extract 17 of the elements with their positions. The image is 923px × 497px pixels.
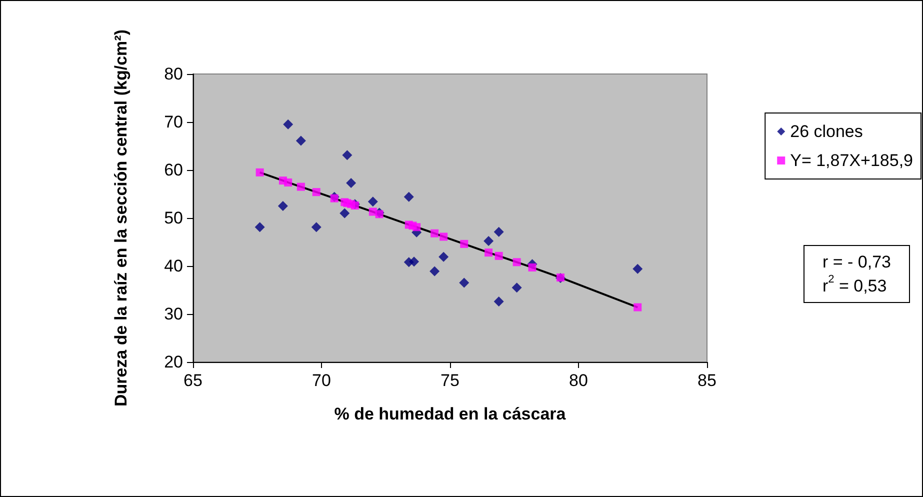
y-tick-label: 80: [164, 64, 183, 84]
y-tick-label: 50: [164, 208, 183, 228]
y-tick-label: 30: [164, 304, 183, 324]
y-tick-label: 60: [164, 160, 183, 180]
y-tick-label: 20: [164, 352, 183, 372]
x-axis-title: % de humedad en la cáscara: [334, 404, 566, 424]
x-tick-label: 75: [440, 371, 460, 390]
text: r = - 0,73: [822, 252, 892, 272]
x-tick-label: 65: [184, 371, 202, 390]
x-tick-label: 80: [569, 371, 588, 390]
y-tick-label: 40: [164, 256, 183, 276]
legend-label: 26 clones: [790, 122, 863, 141]
legend-label: Y= 1,87X+185,9: [790, 151, 914, 170]
x-tick-label: 85: [698, 371, 716, 390]
y-axis-title: Dureza de la raíz en la sección central (kg/cm²): [112, 30, 130, 406]
x-tick-label: 70: [312, 371, 331, 390]
y-tick-label: 70: [164, 112, 183, 132]
